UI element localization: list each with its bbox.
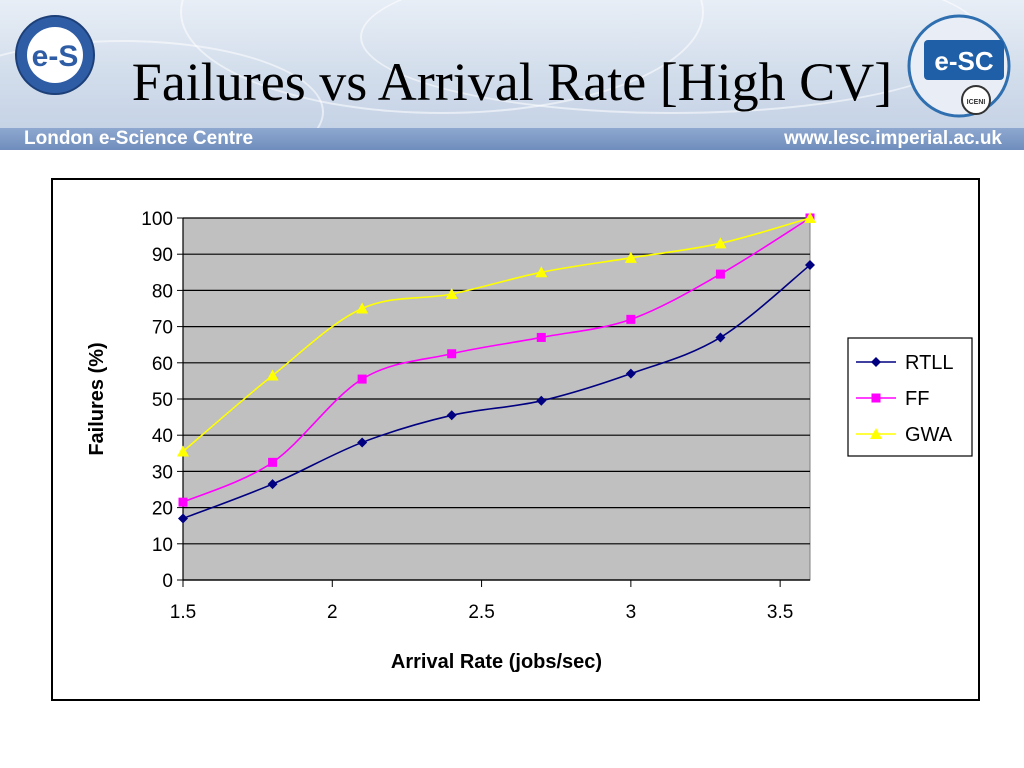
y-tick-label: 80 [152,281,173,302]
data-point-rtll [536,395,547,406]
series-line-gwa [182,217,811,453]
data-point-ff [536,332,546,342]
y-tick-label: 30 [152,462,173,483]
legend-marker-ff [871,393,881,403]
lesc-logo: e-SC ICENI [907,14,1011,118]
y-tick-label: 70 [152,318,173,339]
data-point-ff [447,349,457,359]
data-point-gwa [804,212,816,223]
centre-name: London e-Science Centre [24,128,254,149]
website-url[interactable]: www.lesc.imperial.ac.uk [784,128,1002,149]
legend-marker-rtll [871,357,881,367]
series-line-ff [182,217,811,503]
data-point-ff [268,457,278,467]
data-point-gwa [266,369,279,381]
data-point-gwa [535,266,548,278]
data-point-rtll [267,479,278,490]
x-tick-label: 3 [626,602,637,623]
data-point-gwa [445,288,458,300]
data-point-rtll [805,260,815,271]
y-tick-label: 100 [141,209,173,230]
slide-header [0,0,1024,128]
data-point-rtll [715,332,726,343]
legend-label-gwa: GWA [905,424,953,446]
x-tick-label: 1.5 [170,602,196,623]
legend-label-rtll: RTLL [905,352,954,374]
chart-frame: 0 10 20 30 40 50 60 70 80 90 100 1.5 2 2.5 3 3.5 Arrival… [51,178,980,701]
failures-chart: 0 10 20 30 40 50 60 70 80 90 100 1.5 2 2.5 3 3.5 Arrival… [86,209,973,673]
data-point-gwa [624,251,637,263]
y-tick-label: 20 [152,499,173,520]
y-tick-label: 0 [162,571,173,592]
data-point-rtll [446,410,457,421]
y-tick-label: 90 [152,245,173,266]
y-axis-label: Failures (%) [86,342,108,455]
legend-box [847,337,973,457]
legend-marker-gwa [870,428,882,439]
y-tick-label: 60 [152,354,173,375]
data-point-gwa [177,445,189,457]
svg-text:ICENI: ICENI [967,99,986,106]
data-point-rtll [357,437,368,448]
x-axis-label: Arrival Rate (jobs/sec) [391,651,602,673]
e-science-logo: e-S [15,15,95,95]
slide-title: Failures vs Arrival Rate [High CV] [131,52,893,112]
y-tick-label: 50 [152,390,173,411]
x-tick-label: 2 [327,602,338,623]
data-point-ff [715,269,725,279]
legend-label-ff: FF [905,388,929,410]
data-point-rtll [178,513,188,524]
svg-text:e-S: e-S [32,40,79,73]
footer-band: London e-Science Centre www.lesc.imperia… [0,128,1024,150]
y-tick-label: 40 [152,426,173,447]
x-tick-label: 3.5 [767,602,793,623]
x-tick-label: 2.5 [468,602,494,623]
y-tick-label: 10 [152,535,173,556]
data-point-gwa [714,237,727,249]
data-point-gwa [356,302,369,314]
data-point-ff [357,374,367,384]
data-point-ff [178,497,188,507]
data-point-ff [626,314,636,324]
lesc-logo-text: e-SC [934,46,993,76]
data-point-rtll [625,368,636,379]
